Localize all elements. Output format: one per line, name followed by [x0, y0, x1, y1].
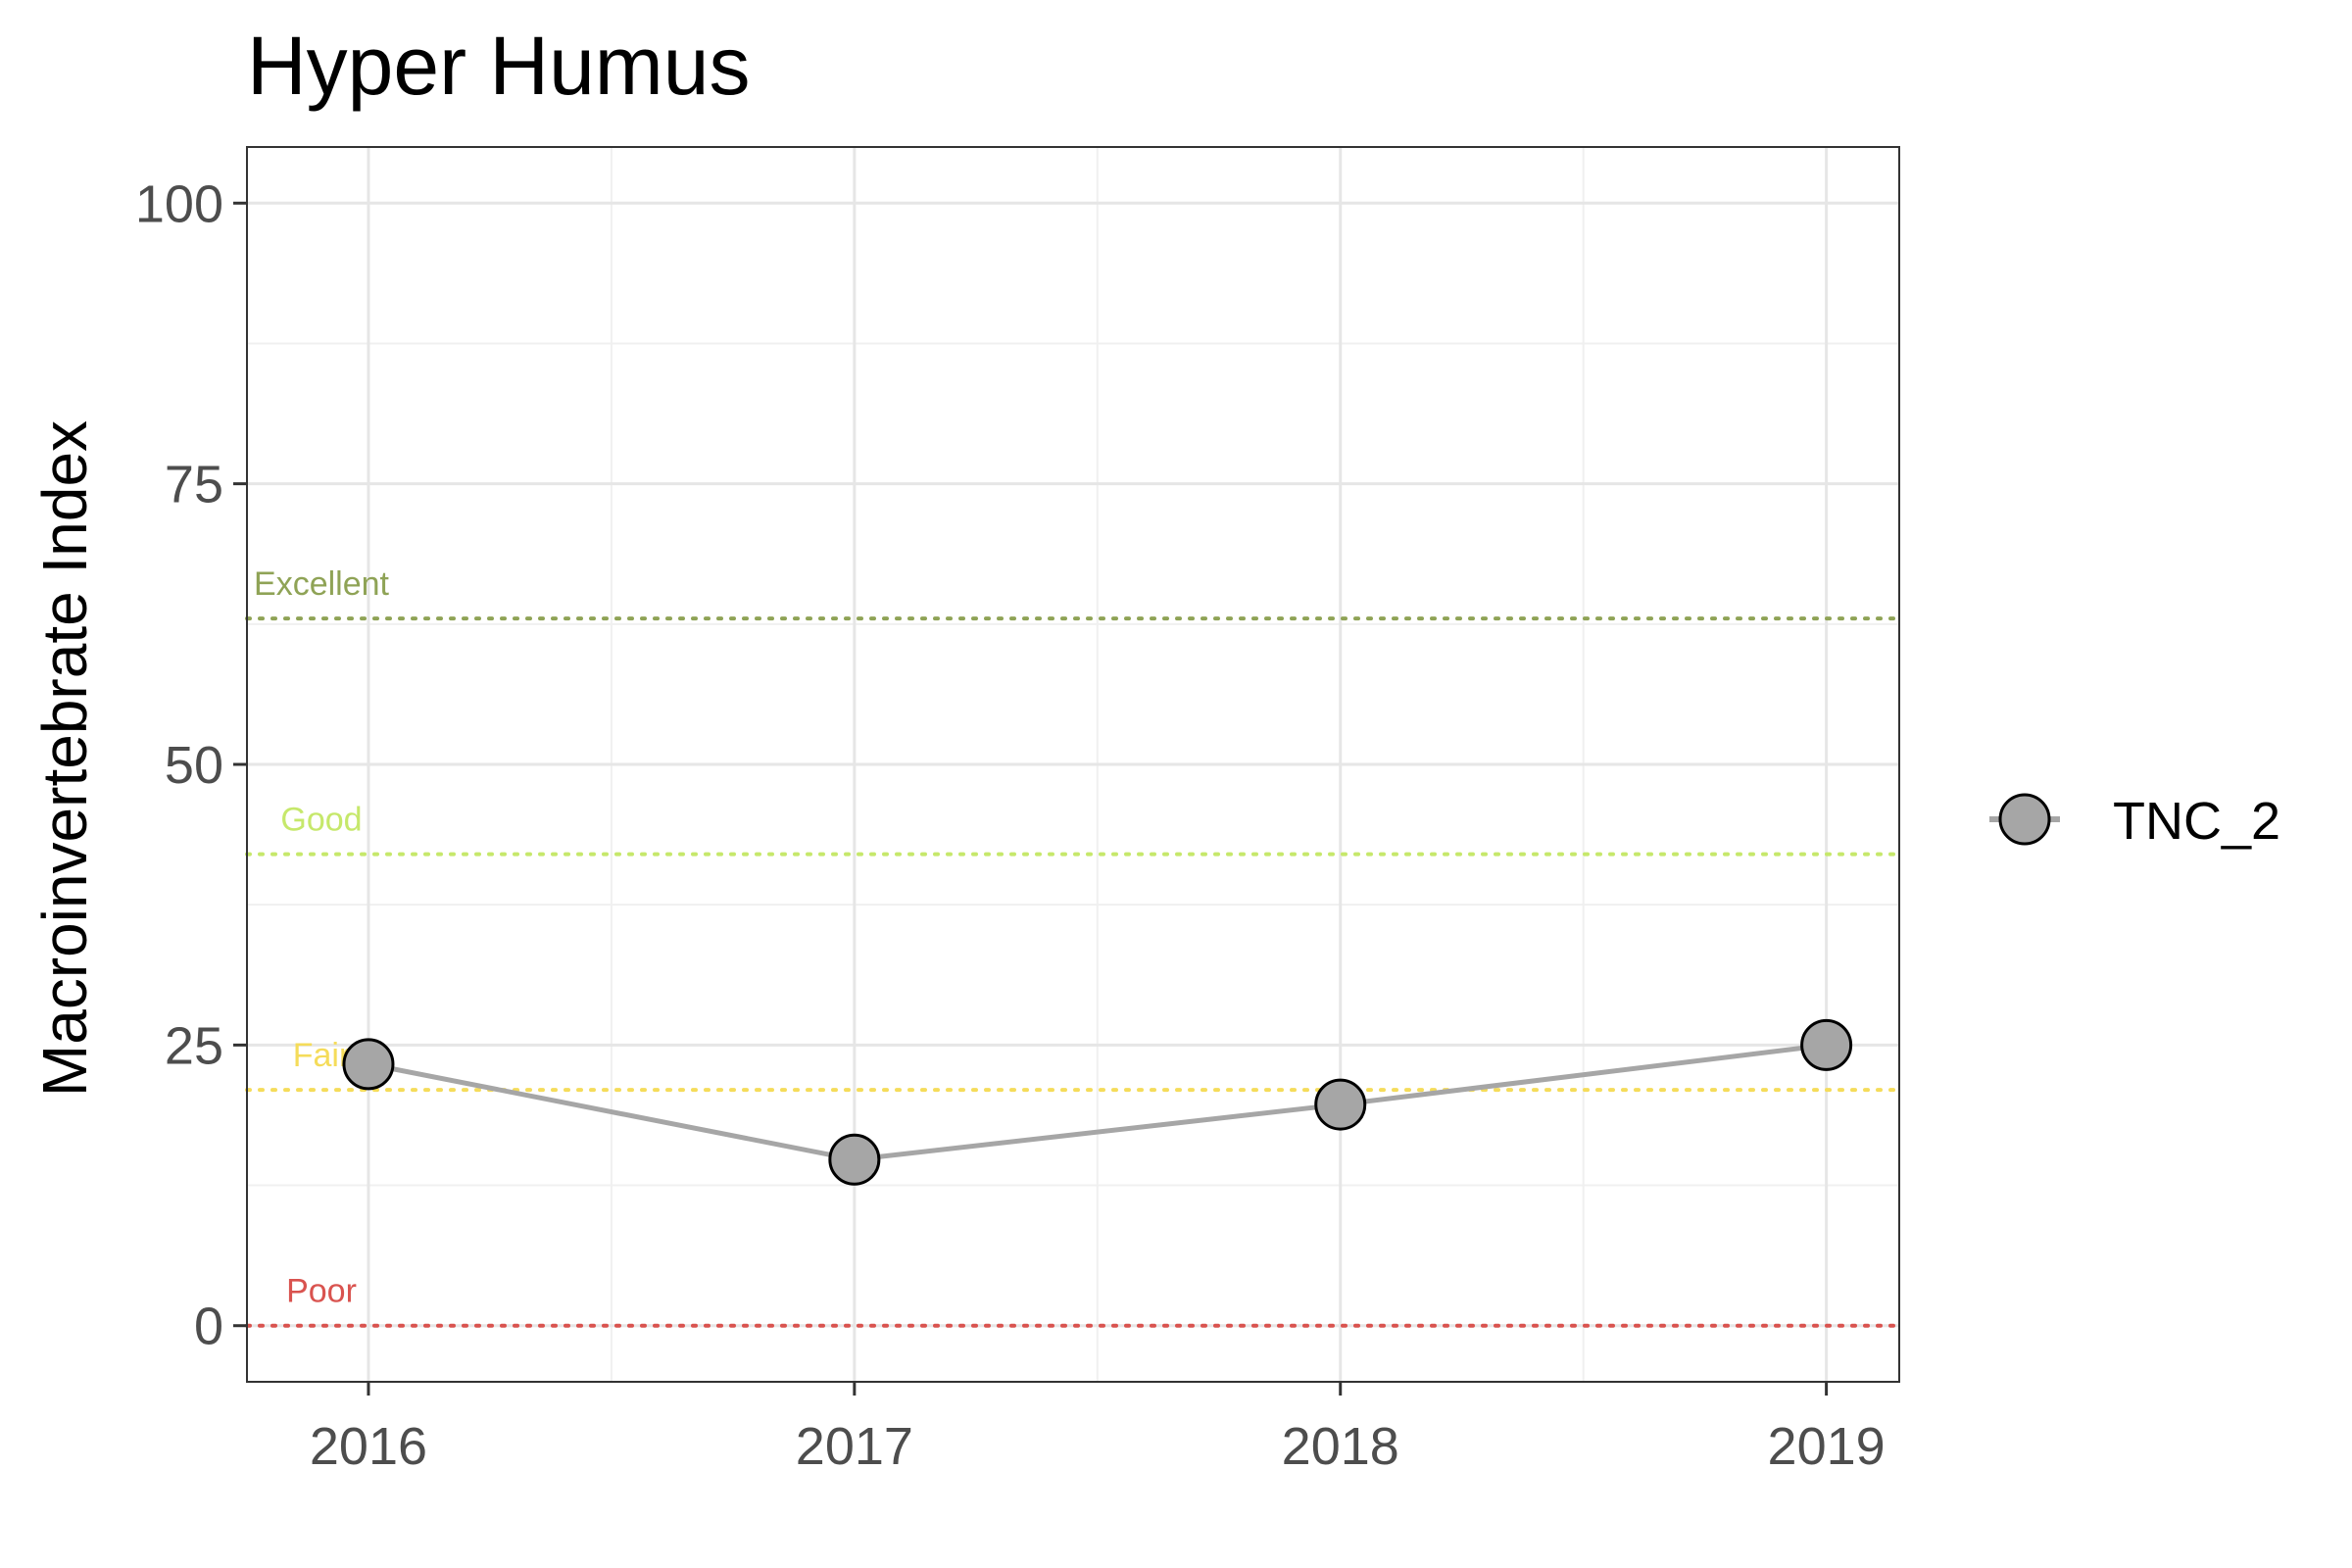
series-lines — [368, 1042, 1827, 1162]
data-points — [342, 1018, 1853, 1186]
reference-label-poor: Poor — [286, 1273, 357, 1310]
x-tick-label: 2016 — [310, 1417, 427, 1476]
legend: TNC_2 — [1989, 792, 2280, 851]
legend-label: TNC_2 — [2113, 792, 2280, 851]
data-point — [342, 1038, 395, 1091]
reference-label-good: Good — [280, 802, 362, 839]
data-point — [1800, 1018, 1853, 1071]
y-tick-label: 75 — [165, 456, 223, 514]
series-line — [368, 1042, 1827, 1162]
major-gridlines — [247, 147, 1899, 1382]
x-tick-label: 2019 — [1768, 1417, 1886, 1476]
y-axis-ticks: 0 25 50 75 100 — [135, 174, 247, 1356]
y-tick-label: 50 — [165, 736, 223, 795]
chart-title: Hyper Humus — [247, 20, 750, 112]
reference-label-fair: Fair — [293, 1037, 351, 1074]
y-tick-label: 25 — [165, 1016, 223, 1075]
x-axis-ticks: 2016 2017 2018 2019 — [310, 1382, 1886, 1476]
data-point — [828, 1133, 881, 1186]
x-tick-label: 2018 — [1282, 1417, 1399, 1476]
reference-lines: Excellent Good Fair Poor — [245, 565, 1901, 1328]
y-tick-label: 0 — [194, 1298, 223, 1356]
reference-label-excellent: Excellent — [254, 565, 390, 603]
y-axis-label: Macroinvertebrate Index — [29, 420, 100, 1097]
y-tick-label: 100 — [135, 174, 223, 233]
data-point — [1314, 1078, 1367, 1131]
legend-marker — [1998, 793, 2051, 846]
x-tick-label: 2017 — [796, 1417, 913, 1476]
